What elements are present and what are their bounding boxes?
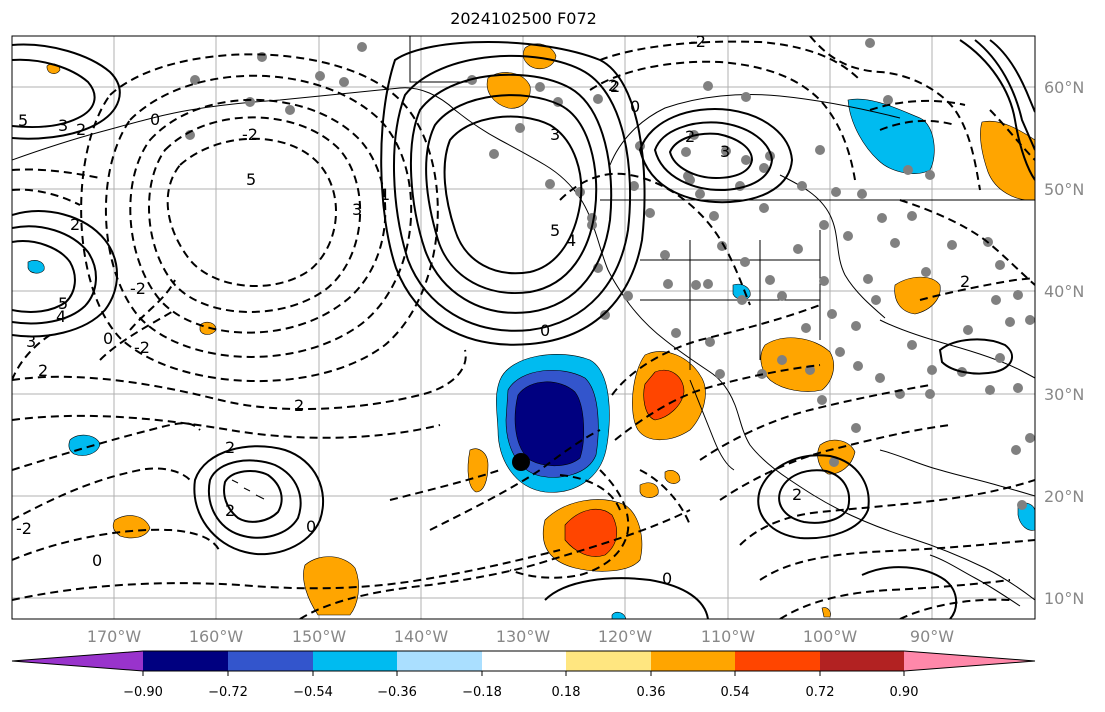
contour-label: 2 (225, 438, 235, 457)
colorbar-bin (143, 651, 228, 671)
contour-label: 2 (610, 77, 620, 96)
contour-label: 0 (662, 569, 672, 588)
contour-label: -2 (134, 338, 150, 357)
colorbar-tick-label: −0.36 (377, 685, 417, 700)
contour-label: 0 (306, 517, 316, 536)
contour-label: 2 (608, 76, 618, 95)
contour-label: 3 (26, 332, 36, 351)
colorbar-bin (482, 651, 566, 671)
contour-label: 5 (246, 170, 256, 189)
colorbar-bin (228, 651, 313, 671)
colorbar-bin (651, 651, 735, 671)
contour-label: 2 (792, 485, 802, 504)
map-frame (11, 35, 1036, 620)
lat-label-40: 40°N (1044, 282, 1084, 301)
contour-label: 3 (550, 125, 560, 144)
colorbar-under-triangle (12, 651, 143, 671)
colorbar-bin (313, 651, 397, 671)
contour-label: 3 (720, 142, 730, 161)
lon-label-110w: 110°W (701, 627, 756, 646)
contour-label: 0 (103, 329, 113, 348)
lon-label-100w: 100°W (803, 627, 858, 646)
colorbar-bin (735, 651, 820, 671)
contour-label: 5 (550, 221, 560, 240)
contour-label: 1 (380, 185, 390, 204)
latitude-labels: 60°N 50°N 40°N 30°N 20°N 10°N (1044, 78, 1084, 608)
storm-center-marker (512, 453, 530, 471)
colorbar-ticks (142, 671, 905, 676)
contour-label: 2 (294, 396, 304, 415)
contour-label: 0 (540, 321, 550, 340)
contour-labels: 5 3 2 0 -2 2 5 3 2 0 4 3 5 2 0 -2 2 -2 2… (16, 32, 970, 588)
lon-label-160w: 160°W (189, 627, 244, 646)
contour-label: 2 (38, 361, 48, 380)
contour-label: 2 (685, 127, 695, 146)
contour-label: 3 (352, 200, 362, 219)
lat-label-10: 10°N (1044, 589, 1084, 608)
lon-label-120w: 120°W (598, 627, 653, 646)
colorbar-bin (566, 651, 651, 671)
contour-label: 2 (225, 501, 235, 520)
contour-label: 2 (76, 120, 86, 139)
contour-label: 2 (960, 272, 970, 291)
negative-anomaly-regions (27, 98, 1035, 619)
longitude-labels: 170°W 160°W 150°W 140°W 130°W 120°W 110°… (87, 627, 954, 646)
contour-label: -2 (242, 125, 258, 144)
lat-label-60: 60°N (1044, 78, 1084, 97)
contour-label: 2 (70, 215, 80, 234)
colorbar-tick-label: 0.54 (721, 685, 750, 700)
colorbar-tick-label: −0.72 (208, 685, 248, 700)
colorbar-tick-label: −0.90 (123, 685, 163, 700)
contour-label: -2 (690, 32, 706, 51)
contour-label: 5 (18, 111, 28, 130)
contour-lines-solid (12, 39, 1035, 619)
map-area: 5 3 2 0 -2 2 5 3 2 0 4 3 5 2 0 -2 2 -2 2… (12, 32, 1035, 619)
colorbar-bin (397, 651, 482, 671)
lat-label-30: 30°N (1044, 385, 1084, 404)
colorbar-over-triangle (904, 651, 1035, 671)
lon-label-130w: 130°W (496, 627, 551, 646)
contour-label: 5 (58, 294, 68, 313)
colorbar-tick-label: −0.18 (462, 685, 502, 700)
contour-label: 0 (150, 110, 160, 129)
colorbar: −0.90 −0.72 −0.54 −0.36 −0.18 0.18 0.36 … (11, 650, 1036, 700)
map-title: 2024102500 F072 (450, 9, 597, 28)
lat-label-50: 50°N (1044, 180, 1084, 199)
contour-label: 4 (566, 231, 576, 250)
coastlines (12, 36, 1035, 607)
contour-label: 0 (92, 551, 102, 570)
colorbar-bin (820, 651, 904, 671)
colorbar-tick-label: 0.90 (890, 685, 919, 700)
colorbar-tick-label: 0.36 (637, 685, 666, 700)
lon-label-90w: 90°W (910, 627, 954, 646)
lat-label-20: 20°N (1044, 487, 1084, 506)
colorbar-tick-label: −0.54 (293, 685, 333, 700)
contour-label: -2 (16, 519, 32, 538)
lon-label-140w: 140°W (394, 627, 449, 646)
contour-label: -2 (130, 279, 146, 298)
lon-label-170w: 170°W (87, 627, 142, 646)
contour-label: 0 (630, 97, 640, 116)
colorbar-tick-label: 0.72 (806, 685, 835, 700)
contour-label: 3 (58, 116, 68, 135)
contour-lines-dashed (12, 36, 1035, 619)
colorbar-tick-label: 0.18 (552, 685, 581, 700)
lon-label-150w: 150°W (292, 627, 347, 646)
contour-label: 4 (56, 307, 66, 326)
